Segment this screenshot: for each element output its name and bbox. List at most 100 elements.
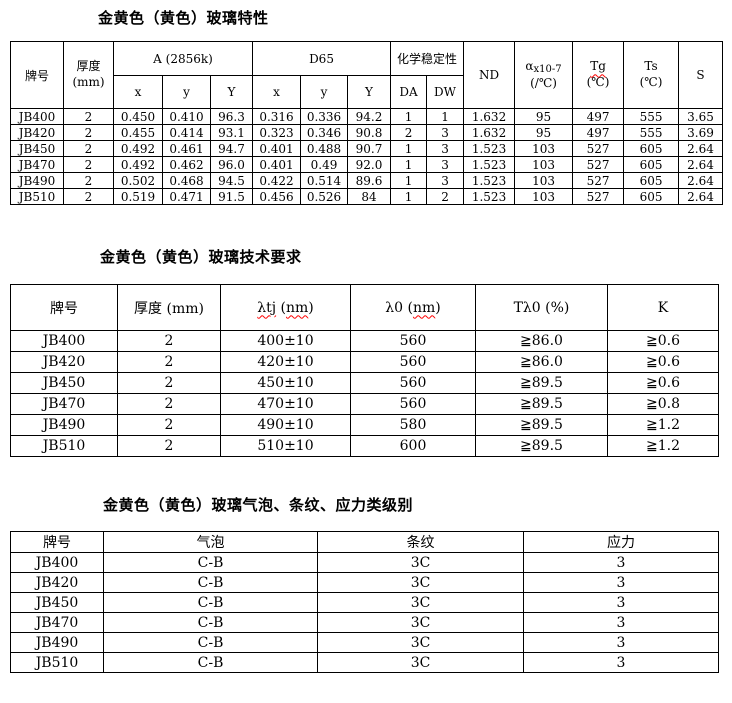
table-cell: 1 [390, 140, 428, 157]
table-cell: C-B [103, 592, 318, 613]
table-cell: JB420 [10, 572, 104, 593]
col-subheader-d65-y: y [300, 75, 348, 109]
table-cell: 555 [623, 108, 680, 125]
table-cell: JB420 [10, 351, 118, 373]
table-row: JB400 2 400±10 560 ≧86.0 ≧0.6 [10, 330, 719, 352]
table-cell: 94.7 [210, 140, 253, 157]
table-cell: 3 [523, 592, 719, 613]
table-cell: 2 [117, 351, 221, 373]
table-cell: 3 [426, 172, 465, 189]
col-header-bubble: 气泡 [103, 531, 318, 553]
table-row: JB510 2 0.519 0.471 91.5 0.456 0.526 84 1 2 1.523 1… [10, 188, 724, 205]
table-cell: JB420 [10, 124, 64, 141]
table-cell: 560 [350, 372, 476, 394]
technical-requirements-table: 牌号 厚度 (mm) λtj (nm) λ0 (nm) Tλ0 (%) K JB… [10, 284, 719, 457]
table-cell: ≧1.2 [607, 414, 719, 436]
table-cell: 470±10 [220, 393, 351, 415]
table-cell: 3 [426, 140, 465, 157]
table-cell: ≧89.5 [475, 372, 608, 394]
col-header-stress: 应力 [523, 531, 719, 553]
table-cell: 0.471 [162, 188, 211, 205]
table-cell: 2 [117, 330, 221, 352]
col-subheader-d65-x: x [252, 75, 301, 109]
table-cell: 2.64 [678, 188, 724, 205]
table-cell: JB510 [10, 435, 118, 457]
table-cell: C-B [103, 652, 318, 673]
table-row: JB420 2 420±10 560 ≧86.0 ≧0.6 [10, 351, 719, 373]
table-cell: JB470 [10, 612, 104, 633]
table-cell: 0.519 [113, 188, 163, 205]
table-cell: JB450 [10, 372, 118, 394]
table-row: JB420 2 0.455 0.414 93.1 0.323 0.346 90.8 2 3 1.63… [10, 124, 724, 141]
table-cell: 490±10 [220, 414, 351, 436]
table-row: JB470 2 0.492 0.462 96.0 0.401 0.49 92.0 1 3 1.523… [10, 156, 724, 173]
table-cell: 1 [390, 108, 428, 125]
table-cell: 0.455 [113, 124, 163, 141]
table-cell: 497 [572, 108, 625, 125]
col-header-lambda-0: λ0 (nm) [350, 284, 476, 331]
table-cell: 3 [523, 552, 719, 573]
table-row: JB490 2 490±10 580 ≧89.5 ≧1.2 [10, 414, 719, 436]
table-cell: 3C [317, 652, 524, 673]
table-row: JB470 C-B 3C 3 [10, 612, 719, 633]
section-title-technical-requirements: 金黄色（黄色）玻璃技术要求 [100, 248, 302, 266]
table-cell: ≧0.6 [607, 372, 719, 394]
table-cell: 1 [390, 156, 428, 173]
col-subheader-a-y: y [162, 75, 211, 109]
table-body: JB400 2 400±10 560 ≧86.0 ≧0.6 JB420 2 420±10 560 ≧… [10, 330, 719, 457]
col-header-thickness: 厚度 (mm) [63, 41, 114, 109]
col-header-k: K [607, 284, 719, 331]
col-subheader-dw: DW [426, 75, 465, 109]
table-cell: 527 [572, 156, 625, 173]
col-header-thickness: 厚度 (mm) [117, 284, 221, 331]
table-cell: C-B [103, 612, 318, 633]
table-cell: 0.526 [300, 188, 348, 205]
table-cell: 91.5 [210, 188, 253, 205]
table-cell: 2 [63, 172, 114, 189]
table-cell: 3 [426, 156, 465, 173]
table-cell: 2.64 [678, 156, 724, 173]
table-cell: 555 [623, 124, 680, 141]
table-cell: 2.64 [678, 140, 724, 157]
table-cell: 0.422 [252, 172, 301, 189]
table-cell: ≧1.2 [607, 435, 719, 457]
table-cell: 580 [350, 414, 476, 436]
defect-grades-table: 牌号 气泡 条纹 应力 JB400 C-B 3C 3 JB420 C-B 3C 3 JB450 C… [10, 531, 719, 673]
table-cell: 3 [523, 572, 719, 593]
table-cell: 527 [572, 188, 625, 205]
table-cell: 560 [350, 393, 476, 415]
col-header-stria: 条纹 [317, 531, 524, 553]
section-title-glass-characteristics: 金黄色（黄色）玻璃特性 [98, 9, 269, 27]
table-cell: JB400 [10, 330, 118, 352]
table-row: JB450 2 450±10 560 ≧89.5 ≧0.6 [10, 372, 719, 394]
table-cell: ≧0.6 [607, 351, 719, 373]
col-subheader-a-x: x [113, 75, 163, 109]
table-body: JB400 C-B 3C 3 JB420 C-B 3C 3 JB450 C-B 3C 3 JB470 C-… [10, 552, 719, 673]
col-header-t-lambda-0: Tλ0 (%) [475, 284, 608, 331]
table-cell: ≧89.5 [475, 393, 608, 415]
table-cell: 527 [572, 172, 625, 189]
table-cell: 0.461 [162, 140, 211, 157]
col-header-lambda-tj: λtj (nm) [220, 284, 351, 331]
table-cell: 93.1 [210, 124, 253, 141]
col-header-brand: 牌号 [10, 531, 104, 553]
table-cell: 605 [623, 188, 680, 205]
table-cell: ≧86.0 [475, 330, 608, 352]
table-cell: 2 [63, 156, 114, 173]
table-cell: 1 [390, 188, 428, 205]
table-cell: 95 [514, 124, 574, 141]
table-cell: 3 [523, 612, 719, 633]
table-cell: JB510 [10, 188, 64, 205]
table-cell: 0.502 [113, 172, 163, 189]
col-header-a2856k: A (2856k) [113, 41, 253, 76]
table-cell: 605 [623, 140, 680, 157]
table-cell: 3C [317, 612, 524, 633]
col-header-alpha-expansion: αx10-7 (/℃) [514, 41, 574, 109]
table-cell: 2.64 [678, 172, 724, 189]
table-cell: 2 [63, 140, 114, 157]
table-cell: 84 [346, 188, 392, 205]
table-cell: 605 [623, 156, 680, 173]
table-cell: 2 [63, 188, 114, 205]
table-cell: ≧89.5 [475, 414, 608, 436]
table-row: JB490 C-B 3C 3 [10, 632, 719, 653]
